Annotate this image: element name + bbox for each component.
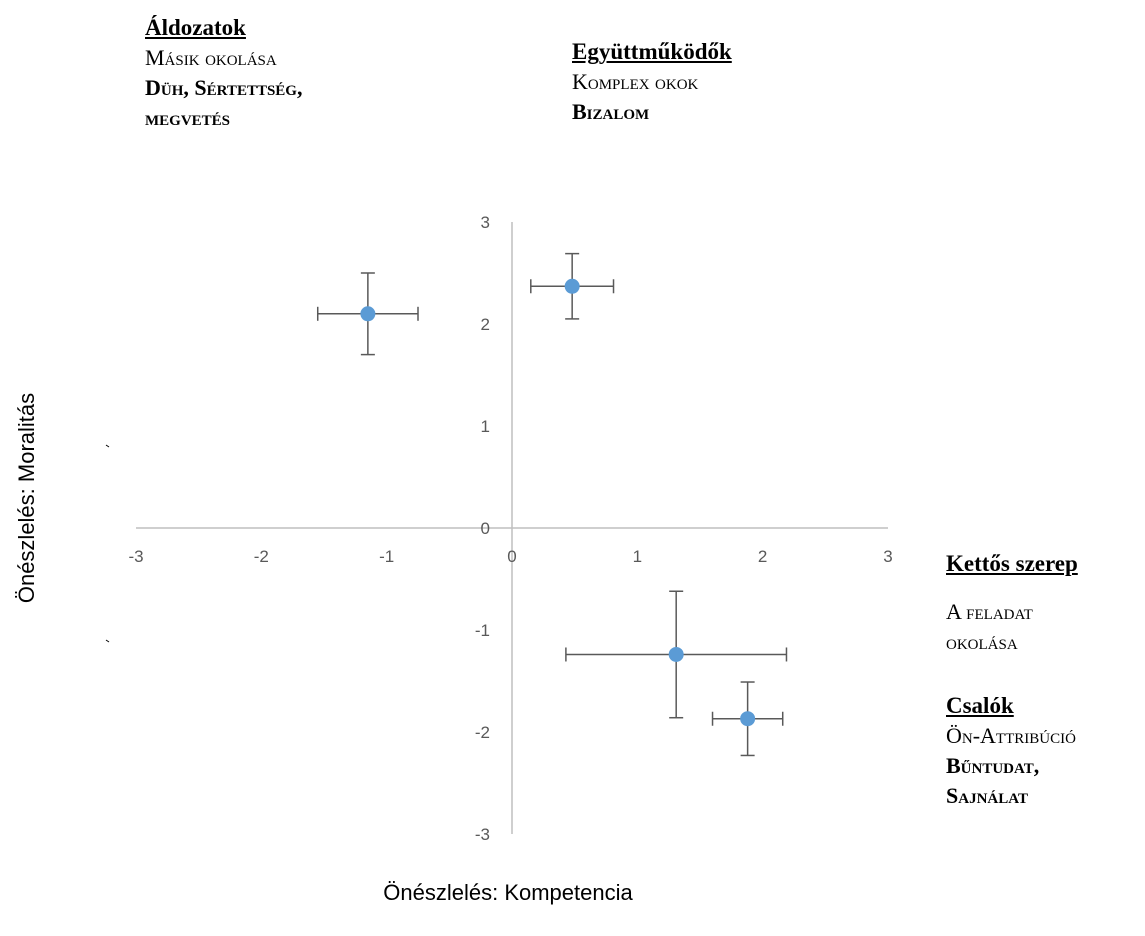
quadrant-emotion-cont: megvetés (145, 105, 231, 131)
quadrant-label-csalok: Csalók Ön-Attribúció Bűntudat, Sajnálat (946, 690, 1141, 811)
stray-mark (105, 444, 110, 448)
x-tick-label: 1 (633, 547, 642, 566)
data-point (360, 306, 376, 322)
quadrant-title: Együttműködők (572, 39, 732, 64)
x-tick-label: -3 (128, 547, 143, 566)
y-tick-label: 3 (481, 213, 490, 232)
x-tick-label: 0 (507, 547, 516, 566)
quadrant-title: Áldozatok (145, 15, 246, 40)
quadrant-emotion: Düh, Sértettség, (145, 75, 303, 101)
x-tick-label: 2 (758, 547, 767, 566)
quadrant-cause: Komplex okok (572, 69, 699, 95)
axes (136, 222, 888, 834)
quadrant-title: Csalók (946, 693, 1014, 718)
quadrant-title: Kettős szerep (946, 551, 1078, 576)
x-axis-title: Önészlelés: Kompetencia (383, 880, 633, 905)
x-tick-label: -1 (379, 547, 394, 566)
error-bars (316, 252, 788, 757)
quadrant-cause: A feladat (946, 599, 1033, 625)
quadrant-emotion-cont: Sajnálat (946, 783, 1028, 809)
data-point (740, 711, 756, 727)
quadrant-label-aldozatok: Áldozatok Másik okolása Düh, Sértettség,… (145, 12, 425, 133)
y-axis-title: Önészlelés: Moralitás (14, 393, 39, 603)
quadrant-cause: Másik okolása (145, 45, 277, 71)
quadrant-emotion: Bizalom (572, 99, 650, 125)
data-point (668, 646, 684, 662)
quadrant-cause: Ön-Attribúció (946, 723, 1076, 749)
data-points (360, 278, 756, 727)
data-point (564, 278, 580, 294)
y-tick-label: -1 (475, 621, 490, 640)
quadrant-label-egyuttmukodok: Együttműködők Komplex okok Bizalom (572, 36, 832, 127)
quadrant-label-kettos: Kettős szerep A feladat okolása (946, 548, 1141, 657)
y-tick-label: -3 (475, 825, 490, 844)
tick-labels: -3 -2 -1 0 1 2 3 3 2 1 0 -1 -2 -3 (128, 213, 892, 844)
y-tick-label: 0 (481, 519, 490, 538)
x-tick-label: 3 (883, 547, 892, 566)
y-tick-label: -2 (475, 723, 490, 742)
y-tick-label: 2 (481, 315, 490, 334)
x-tick-label: -2 (254, 547, 269, 566)
quadrant-cause-cont: okolása (946, 629, 1018, 655)
quadrant-emotion: Bűntudat, (946, 753, 1040, 779)
stray-mark (105, 639, 110, 643)
y-tick-label: 1 (481, 417, 490, 436)
